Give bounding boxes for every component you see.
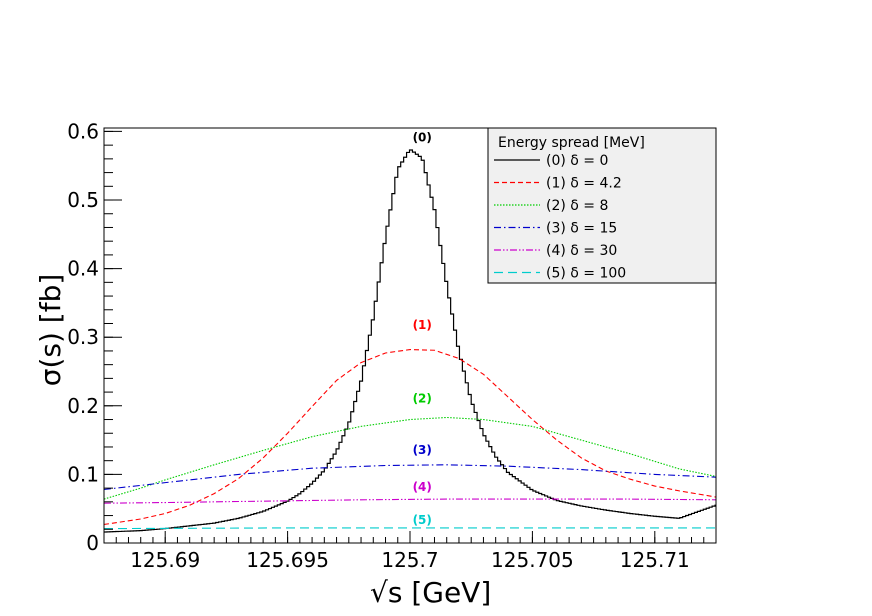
peak-label-2: (2) xyxy=(413,391,432,405)
peak-labels: (0) (1) (2) (3) (4) (5) xyxy=(413,131,432,527)
legend-entry-0: (0) δ = 0 xyxy=(546,153,608,169)
peak-label-0: (0) xyxy=(413,131,432,145)
peak-label-1: (1) xyxy=(413,318,432,332)
legend-entry-3: (3) δ = 15 xyxy=(546,221,617,237)
series-line-2 xyxy=(104,416,716,500)
peak-label-4: (4) xyxy=(413,480,432,494)
peak-label-3: (3) xyxy=(413,443,432,457)
legend-entry-5: (5) δ = 100 xyxy=(546,266,626,282)
x-tick-label: 125.705 xyxy=(491,548,574,572)
y-tick-label: 0.3 xyxy=(67,325,99,349)
y-tick-label: 0.5 xyxy=(67,188,99,212)
series-line-1 xyxy=(104,349,716,526)
y-tick-label: 0.6 xyxy=(67,119,99,143)
legend-entry-4: (4) δ = 30 xyxy=(546,243,617,259)
x-tick-label: 125.69 xyxy=(130,548,200,572)
series-line-0 xyxy=(104,149,716,533)
legend-box xyxy=(487,127,717,284)
y-tick-label: 0.1 xyxy=(67,462,99,486)
series-layer xyxy=(104,149,716,533)
y-tick-label: 0.4 xyxy=(67,257,99,281)
x-tick-label: 125.695 xyxy=(246,548,329,572)
legend-entry-2: (2) δ = 8 xyxy=(546,198,608,214)
legend: Energy spread [MeV] (0) δ = 0 (1) δ = 4.2 (… xyxy=(487,127,717,284)
y-tick-label: 0 xyxy=(86,531,99,555)
y-tick-label: 0.2 xyxy=(67,394,99,418)
series-line-4 xyxy=(104,498,716,504)
x-axis-title: √s [GeV] xyxy=(370,576,491,609)
peak-label-5: (5) xyxy=(413,513,432,527)
legend-title: Energy spread [MeV] xyxy=(498,135,645,151)
x-tick-label: 125.71 xyxy=(620,548,690,572)
legend-entry-1: (1) δ = 4.2 xyxy=(546,176,622,192)
axes-layer: 125.69 125.695 125.7 125.705 125.71 0 0.1 0.2 0.… xyxy=(67,119,717,572)
x-tick-label: 125.7 xyxy=(381,548,438,572)
y-axis-title: σ(s) [fb] xyxy=(34,274,67,387)
